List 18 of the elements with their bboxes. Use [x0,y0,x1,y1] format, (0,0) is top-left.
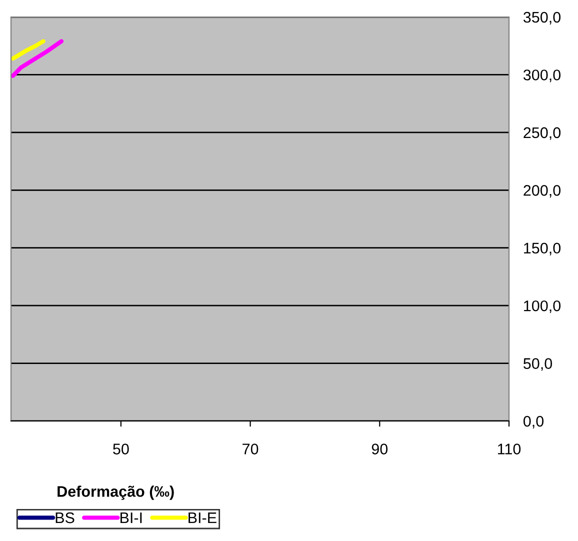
x-tick-label: 50 [113,444,129,454]
y-tick-label: 0,0 [523,416,544,428]
legend-label: BI-I [120,512,142,524]
y-tick-label: 150,0 [524,242,561,256]
x-tick-label: 70 [242,444,258,454]
legend-label: BS [56,512,74,524]
y-tick-label: 100,0 [524,300,561,314]
y-tick-label: 350,0 [523,12,561,24]
x-tick-label: 110 [498,444,521,454]
x-axis-title: Deformação (‰) [58,486,174,500]
x-tick-label: 90 [372,444,388,454]
line-series [11,39,46,61]
y-tick-label: 300,0 [523,70,561,82]
y-tick-label: 50,0 [524,358,552,371]
y-tick-label: 200,0 [524,185,561,198]
y-tick-label: 250,0 [524,127,561,140]
line-series [11,39,64,78]
legend-label: BI-E [188,512,216,524]
